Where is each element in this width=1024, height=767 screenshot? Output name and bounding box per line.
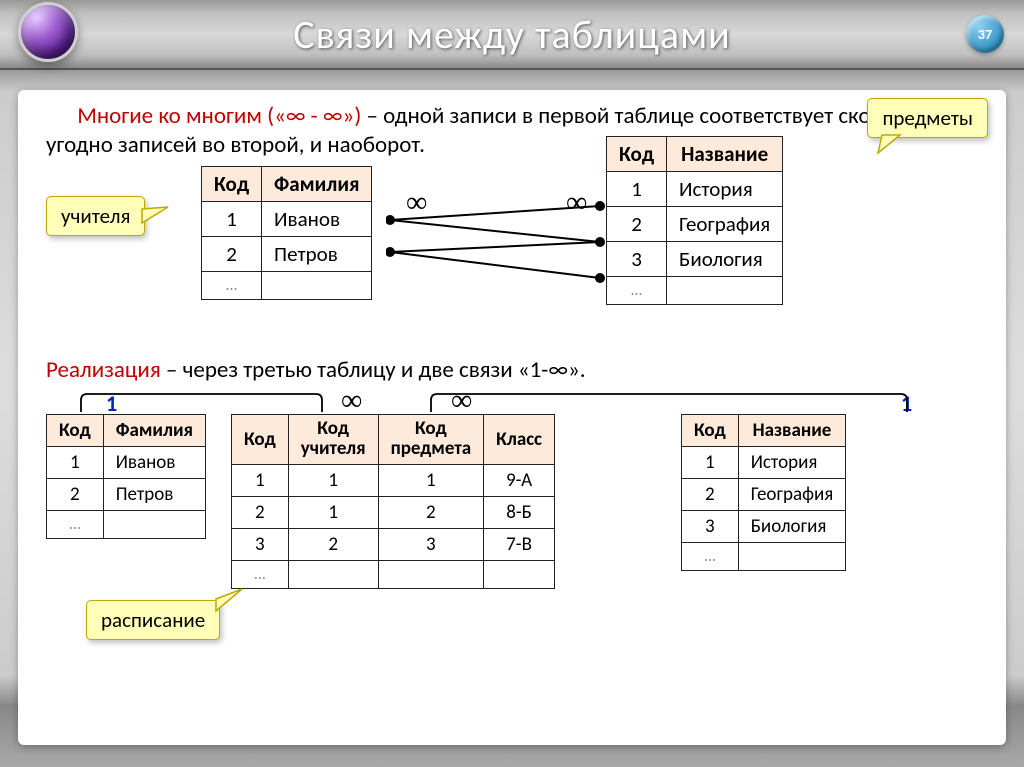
callout-teachers: учителя bbox=[46, 196, 145, 236]
header-bar: Связи между таблицами 37 bbox=[0, 0, 1024, 70]
relation-lines bbox=[386, 196, 616, 316]
callout-subjects: предметы bbox=[867, 98, 988, 138]
schedule-table: Код Кодучителя Кодпредмета Класс 1119-А … bbox=[231, 414, 555, 590]
subjects2-table: КодНазвание 1История 2География 3Биологи… bbox=[681, 414, 846, 571]
orb-icon bbox=[18, 2, 78, 62]
teachers-table: КодФамилия 1Иванов 2Петров … bbox=[201, 166, 372, 300]
content-panel: Многие ко многим («∞ - ∞») – одной запис… bbox=[18, 90, 1006, 745]
subtitle: Реализация – через третью таблицу и две … bbox=[46, 356, 978, 384]
intro-lead: Многие ко многим («∞ - ∞») bbox=[77, 102, 361, 130]
implementation-diagram: 1 ∞ ∞ 1 КодФамилия 1Иванов 2Петров … Код… bbox=[46, 390, 978, 640]
subjects-table: КодНазвание 1История 2География 3Биологи… bbox=[606, 136, 783, 305]
callout-schedule: расписание bbox=[86, 600, 220, 640]
many-to-many-diagram: учителя КодФамилия 1Иванов 2Петров … ∞ ∞… bbox=[46, 166, 978, 346]
teachers2-table: КодФамилия 1Иванов 2Петров … bbox=[46, 414, 206, 539]
intro-text: Многие ко многим («∞ - ∞») – одной запис… bbox=[46, 102, 978, 160]
page-number-badge: 37 bbox=[966, 15, 1004, 53]
page-title: Связи между таблицами bbox=[293, 10, 731, 59]
